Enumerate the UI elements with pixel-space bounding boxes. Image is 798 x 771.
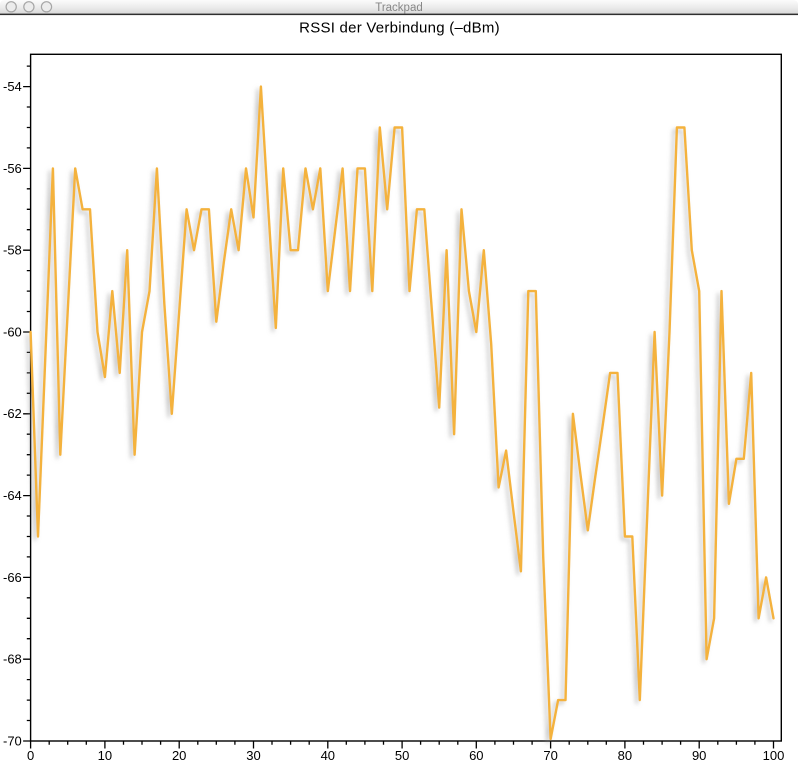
svg-text:-64: -64 — [3, 488, 22, 503]
svg-text:60: 60 — [469, 748, 483, 763]
svg-text:80: 80 — [618, 748, 632, 763]
svg-text:70: 70 — [543, 748, 557, 763]
svg-text:20: 20 — [172, 748, 186, 763]
svg-text:-70: -70 — [3, 733, 22, 748]
svg-text:100: 100 — [763, 748, 785, 763]
svg-text:30: 30 — [246, 748, 260, 763]
svg-text:-62: -62 — [3, 406, 22, 421]
svg-text:40: 40 — [321, 748, 335, 763]
svg-text:10: 10 — [98, 748, 112, 763]
svg-text:90: 90 — [692, 748, 706, 763]
svg-text:-54: -54 — [3, 79, 22, 94]
svg-text:-68: -68 — [3, 652, 22, 667]
svg-text:Trackpad: Trackpad — [375, 2, 423, 14]
svg-text:-60: -60 — [3, 324, 22, 339]
svg-text:-66: -66 — [3, 570, 22, 585]
svg-text:50: 50 — [395, 748, 409, 763]
svg-text:0: 0 — [27, 748, 34, 763]
svg-text:-56: -56 — [3, 161, 22, 176]
svg-text:-58: -58 — [3, 243, 22, 258]
svg-text:RSSI der Verbindung (–dBm): RSSI der Verbindung (–dBm) — [299, 20, 500, 37]
